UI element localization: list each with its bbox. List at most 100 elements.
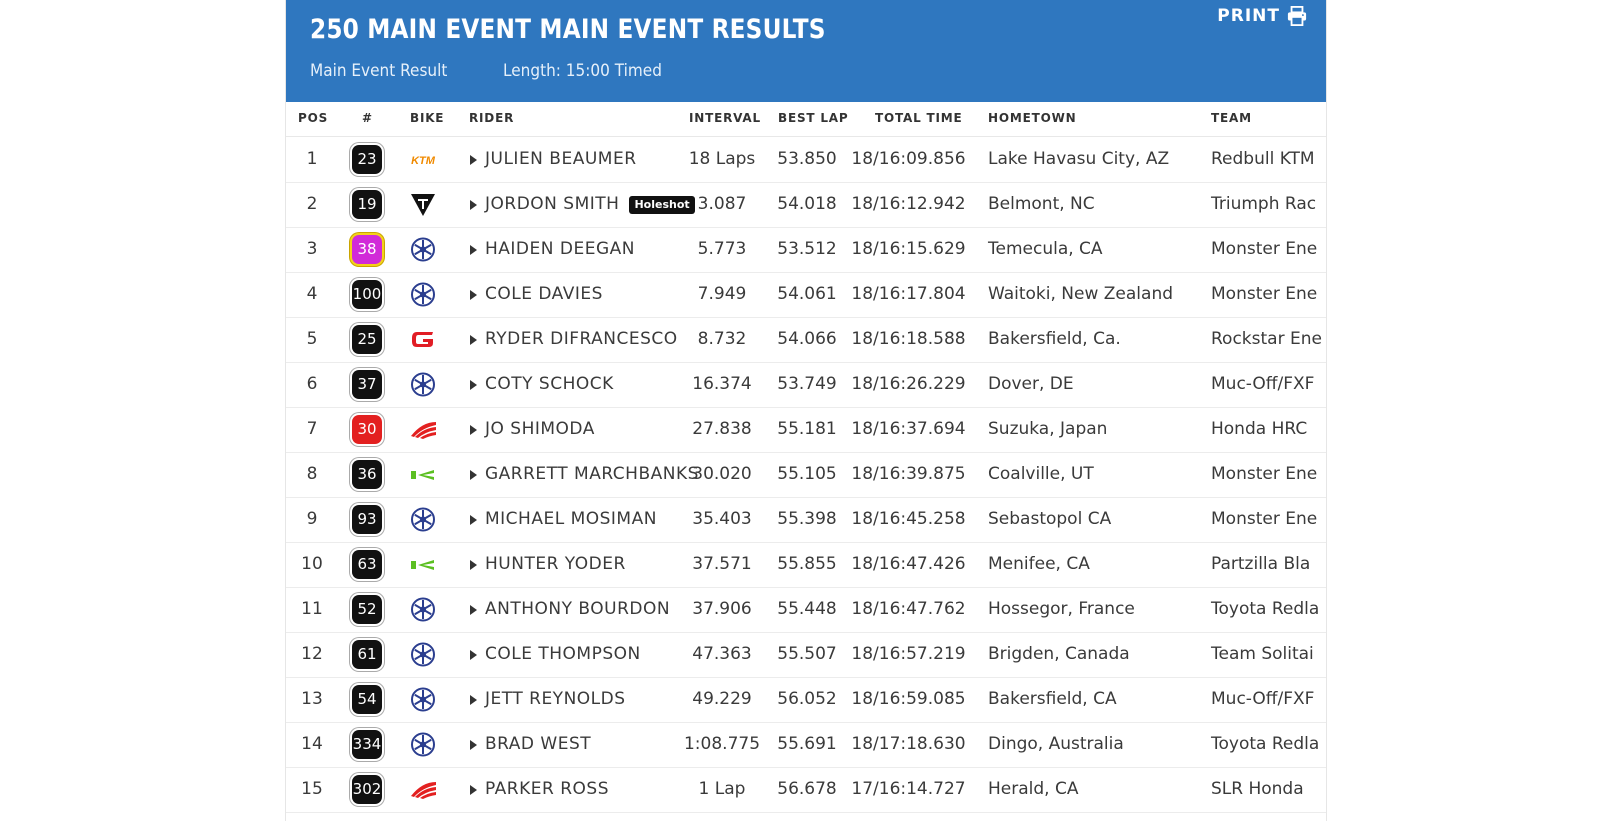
- col-rider[interactable]: RIDER: [469, 111, 515, 125]
- rider-expand-toggle[interactable]: JULIEN BEAUMER: [470, 137, 637, 182]
- rider-expand-toggle[interactable]: COTY SCHOCK: [470, 362, 614, 407]
- kawasaki-logo-icon: [408, 461, 438, 488]
- rider-name[interactable]: JETT REYNOLDS: [485, 689, 626, 709]
- yamaha-logo-icon: [408, 236, 438, 263]
- expand-triangle-icon[interactable]: [470, 604, 477, 615]
- col-team[interactable]: TEAM: [1211, 111, 1252, 125]
- team-cell: SLR Honda: [1211, 779, 1304, 799]
- rider-expand-toggle[interactable]: BRAD WEST: [470, 722, 591, 767]
- expand-triangle-icon[interactable]: [470, 334, 477, 345]
- hometown-cell: Bakersfield, Ca.: [988, 329, 1121, 349]
- table-row[interactable]: 4 100 COLE DAVIES 7.949 54.061 18/16:17.804 Wa…: [286, 272, 1326, 318]
- expand-triangle-icon[interactable]: [470, 199, 477, 210]
- table-row[interactable]: 2 19 JORDON SMITH Holeshot 3.087 54.018 18/16:…: [286, 182, 1326, 228]
- expand-triangle-icon[interactable]: [470, 289, 477, 300]
- total-time-cell: 18/16:15.629: [851, 239, 966, 259]
- rider-expand-toggle[interactable]: HAIDEN DEEGAN: [470, 227, 635, 272]
- rider-number-plate: 23: [352, 145, 382, 174]
- rider-name[interactable]: BRAD WEST: [485, 734, 592, 754]
- col-bike[interactable]: BIKE: [410, 111, 445, 125]
- table-row[interactable]: 3 38 HAIDEN DEEGAN 5.773 53.512 18/16:15.629 T…: [286, 227, 1326, 273]
- team-cell: Rockstar Ene: [1211, 329, 1322, 349]
- expand-triangle-icon[interactable]: [470, 244, 477, 255]
- rider-number-plate: 25: [352, 325, 382, 354]
- rider-name[interactable]: COLE DAVIES: [485, 284, 603, 304]
- position-cell: 2: [306, 194, 318, 214]
- rider-name[interactable]: HUNTER YODER: [485, 554, 626, 574]
- triumph-logo-icon: [408, 191, 438, 218]
- table-row[interactable]: 14 334 BRAD WEST 1:08.775 55.691 18/17:18.630…: [286, 722, 1326, 768]
- expand-triangle-icon[interactable]: [470, 694, 477, 705]
- rider-expand-toggle[interactable]: HUNTER YODER: [470, 542, 626, 587]
- rider-name[interactable]: JULIEN BEAUMER: [485, 149, 637, 169]
- expand-triangle-icon[interactable]: [470, 379, 477, 390]
- table-row[interactable]: 12 61 COLE THOMPSON 47.363 55.507 18/16:57.21…: [286, 632, 1326, 678]
- table-row[interactable]: 6 37 COTY SCHOCK 16.374 53.749 18/16:26.229 Do…: [286, 362, 1326, 408]
- rider-name[interactable]: ANTHONY BOURDON: [485, 599, 671, 619]
- rider-name[interactable]: PARKER ROSS: [485, 779, 609, 799]
- rider-expand-toggle[interactable]: RYDER DIFRANCESCO: [470, 317, 678, 362]
- rider-expand-toggle[interactable]: GARRETT MARCHBANKS: [470, 452, 699, 497]
- table-row[interactable]: 11 52 ANTHONY BOURDON 37.906 55.448 18/16:47.…: [286, 587, 1326, 633]
- rider-expand-toggle[interactable]: ANTHONY BOURDON: [470, 587, 670, 632]
- rider-expand-toggle[interactable]: JETT REYNOLDS: [470, 677, 626, 722]
- expand-triangle-icon[interactable]: [470, 154, 477, 165]
- best-lap-cell: 53.749: [777, 374, 837, 394]
- rider-expand-toggle[interactable]: MICHAEL MOSIMAN: [470, 497, 657, 542]
- total-time-cell: 18/16:59.085: [851, 689, 966, 709]
- rider-name[interactable]: RYDER DIFRANCESCO: [485, 329, 678, 349]
- expand-triangle-icon[interactable]: [470, 514, 477, 525]
- rider-name[interactable]: JORDON SMITH: [485, 194, 620, 214]
- table-row[interactable]: 9 93 MICHAEL MOSIMAN 35.403 55.398 18/16:45.2…: [286, 497, 1326, 543]
- expand-triangle-icon[interactable]: [470, 649, 477, 660]
- expand-triangle-icon[interactable]: [470, 559, 477, 570]
- position-cell: 12: [301, 644, 323, 664]
- total-time-cell: 18/16:37.694: [851, 419, 966, 439]
- team-cell: Toyota Redla: [1211, 734, 1320, 754]
- col-best-lap[interactable]: BEST LAP: [778, 111, 849, 125]
- col-interval[interactable]: INTERVAL: [689, 111, 761, 125]
- best-lap-cell: 54.061: [777, 284, 837, 304]
- rider-name[interactable]: GARRETT MARCHBANKS: [485, 464, 699, 484]
- col-number[interactable]: #: [362, 111, 373, 125]
- best-lap-cell: 55.105: [777, 464, 837, 484]
- table-row[interactable]: 13 54 JETT REYNOLDS 49.229 56.052 18/16:59.08…: [286, 677, 1326, 723]
- expand-triangle-icon[interactable]: [470, 424, 477, 435]
- table-row[interactable]: 7 30 JO SHIMODA 27.838 55.181 18/16:37.694 Suz…: [286, 407, 1326, 453]
- expand-triangle-icon[interactable]: [470, 784, 477, 795]
- rider-expand-toggle[interactable]: JO SHIMODA: [470, 407, 595, 452]
- rider-name[interactable]: JO SHIMODA: [485, 419, 595, 439]
- table-row[interactable]: 10 63 HUNTER YODER 37.571 55.855 18/16:47.426…: [286, 542, 1326, 588]
- table-row[interactable]: 5 25 RYDER DIFRANCESCO 8.732 54.066 18/16:18.…: [286, 317, 1326, 363]
- rider-expand-toggle[interactable]: COLE DAVIES: [470, 272, 603, 317]
- col-pos[interactable]: POS: [298, 111, 329, 125]
- kawasaki-logo-icon: [408, 551, 438, 578]
- rider-name[interactable]: HAIDEN DEEGAN: [485, 239, 635, 259]
- rider-name[interactable]: COLE THOMPSON: [485, 644, 641, 664]
- table-header: POS # BIKE RIDER INTERVAL BEST LAP TOTAL…: [286, 102, 1326, 137]
- rider-name[interactable]: COTY SCHOCK: [485, 374, 614, 394]
- position-cell: 14: [301, 734, 323, 754]
- rider-expand-toggle[interactable]: COLE THOMPSON: [470, 632, 641, 677]
- rider-name[interactable]: MICHAEL MOSIMAN: [485, 509, 657, 529]
- print-button[interactable]: PRINT: [1217, 6, 1308, 26]
- hometown-cell: Lake Havasu City, AZ: [988, 149, 1170, 169]
- best-lap-cell: 54.018: [777, 194, 837, 214]
- expand-triangle-icon[interactable]: [470, 739, 477, 750]
- table-row[interactable]: 15 302 PARKER ROSS 1 Lap 56.678 17/16:14.727 H…: [286, 767, 1326, 813]
- holeshot-badge: Holeshot: [629, 195, 695, 214]
- table-row[interactable]: 8 36 GARRETT MARCHBANKS 30.020 55.105 18/16:3…: [286, 452, 1326, 498]
- yamaha-logo-icon: [408, 641, 438, 668]
- team-cell: Monster Ene: [1211, 464, 1318, 484]
- position-cell: 5: [306, 329, 318, 349]
- rider-expand-toggle[interactable]: PARKER ROSS: [470, 767, 609, 812]
- rider-expand-toggle[interactable]: JORDON SMITH Holeshot: [470, 182, 695, 227]
- interval-cell: 49.229: [692, 689, 752, 709]
- col-total-time[interactable]: TOTAL TIME: [875, 111, 963, 125]
- col-hometown[interactable]: HOMETOWN: [988, 111, 1077, 125]
- expand-triangle-icon[interactable]: [470, 469, 477, 480]
- table-row[interactable]: 1 23 KTM JULIEN BEAUMER 18 Laps 53.850 18/16:0…: [286, 137, 1326, 183]
- best-lap-cell: 56.052: [777, 689, 837, 709]
- total-time-cell: 18/16:12.942: [851, 194, 966, 214]
- hometown-cell: Bakersfield, CA: [988, 689, 1117, 709]
